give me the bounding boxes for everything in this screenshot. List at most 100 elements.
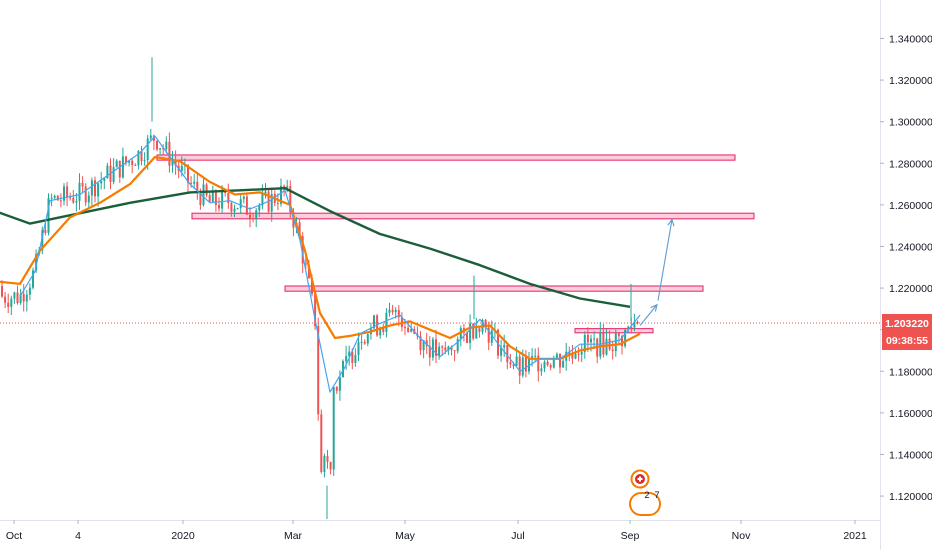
candle-body (329, 461, 332, 470)
candle-body (562, 360, 565, 368)
candle-body (503, 344, 506, 348)
candle-body (16, 292, 19, 304)
moving-average-orange (0, 155, 641, 360)
candle-body (385, 312, 388, 333)
candle-body (115, 160, 118, 168)
candle-body (317, 326, 320, 415)
candle-body (118, 160, 121, 178)
candle-body (53, 195, 56, 198)
candle-body (528, 357, 530, 372)
projection-arrow-head (650, 303, 658, 312)
candle-body (515, 356, 518, 366)
candle-body (258, 205, 261, 211)
candle-body (128, 160, 131, 163)
candle-body (35, 254, 38, 271)
candle-body (518, 356, 521, 376)
candle-body (311, 278, 313, 294)
candle-body (44, 230, 47, 233)
candle-body (112, 167, 115, 182)
price-tick-label: 1.160000 (889, 408, 932, 420)
candle-body (422, 340, 425, 351)
candle-body (94, 180, 96, 197)
candle-body (534, 355, 537, 357)
candle-body (81, 182, 84, 187)
candle-body (239, 199, 242, 209)
candle-body (137, 150, 140, 166)
candle-body (571, 354, 574, 359)
candle-body (342, 361, 344, 378)
candle-body (205, 184, 208, 196)
projection-arrows (639, 218, 675, 326)
candle-body (391, 309, 394, 313)
candle-body (580, 351, 583, 355)
candle-body (227, 192, 230, 203)
candle-body (252, 218, 255, 220)
candle-body (512, 364, 515, 366)
candle-body (261, 194, 264, 206)
candle-body (270, 193, 273, 212)
candle-body (633, 321, 636, 328)
candle-body (10, 298, 13, 307)
candle-body (627, 326, 630, 330)
candle-body (577, 353, 580, 355)
candle-body (351, 351, 354, 363)
candle-body (66, 186, 69, 198)
candle-body (149, 135, 152, 139)
candle-body (354, 354, 357, 363)
price-tick-label: 1.220000 (889, 283, 932, 295)
candle-body (32, 270, 34, 288)
candle-body (84, 186, 87, 203)
time-tick-label: 2021 (843, 530, 867, 542)
candle-body (7, 302, 10, 307)
price-badge-bg (882, 313, 932, 350)
candle-body (552, 359, 555, 368)
candle-body (425, 340, 428, 347)
candle-body (159, 148, 162, 150)
candle-body (583, 334, 586, 352)
candle-body (345, 356, 348, 362)
candle-body (72, 197, 75, 203)
price-axis[interactable]: 1.340000 1.320000 1.300000 1.280000 1.260000… (880, 33, 932, 503)
candle-body (332, 386, 335, 470)
candle-body (549, 365, 552, 368)
candle-body (121, 156, 124, 178)
candle-body (524, 357, 527, 372)
candle-body (50, 197, 53, 199)
candle-body (280, 185, 282, 204)
time-axis[interactable]: Oct 4 2020 Mar May Jul Sep Nov 2021 (6, 520, 867, 542)
time-tick-label: Nov (732, 530, 751, 542)
candle-body (617, 333, 620, 336)
candle-body (574, 353, 577, 359)
candle-body (131, 160, 134, 166)
price-tick-label: 1.340000 (889, 33, 932, 45)
time-tick-label: May (395, 530, 416, 542)
candle-body (531, 355, 534, 358)
candle-body (199, 192, 202, 206)
candle-body (202, 184, 205, 206)
current-price-badge: 1.203220 09:38:55 (882, 313, 932, 350)
candle-body (193, 181, 196, 184)
candle-body (289, 186, 292, 213)
resistance-zones (156, 154, 755, 334)
candle-body (13, 292, 16, 299)
candle-body (218, 204, 220, 209)
candle-body (134, 165, 137, 167)
candle-body (245, 196, 248, 215)
candle-body (394, 309, 397, 313)
candle-body (348, 351, 351, 357)
candle-body (621, 335, 623, 347)
candle-body (435, 339, 437, 356)
candle-body (438, 346, 441, 356)
candle-body (28, 287, 31, 295)
candle-body (441, 346, 444, 348)
candle-body (537, 355, 540, 372)
candle-body (87, 195, 90, 203)
candle-body (236, 208, 239, 210)
candle-body (404, 327, 406, 329)
moving-averages (0, 135, 641, 393)
candle-body (19, 293, 22, 304)
time-tick-label: Jul (511, 530, 524, 542)
candle-body (397, 309, 400, 318)
